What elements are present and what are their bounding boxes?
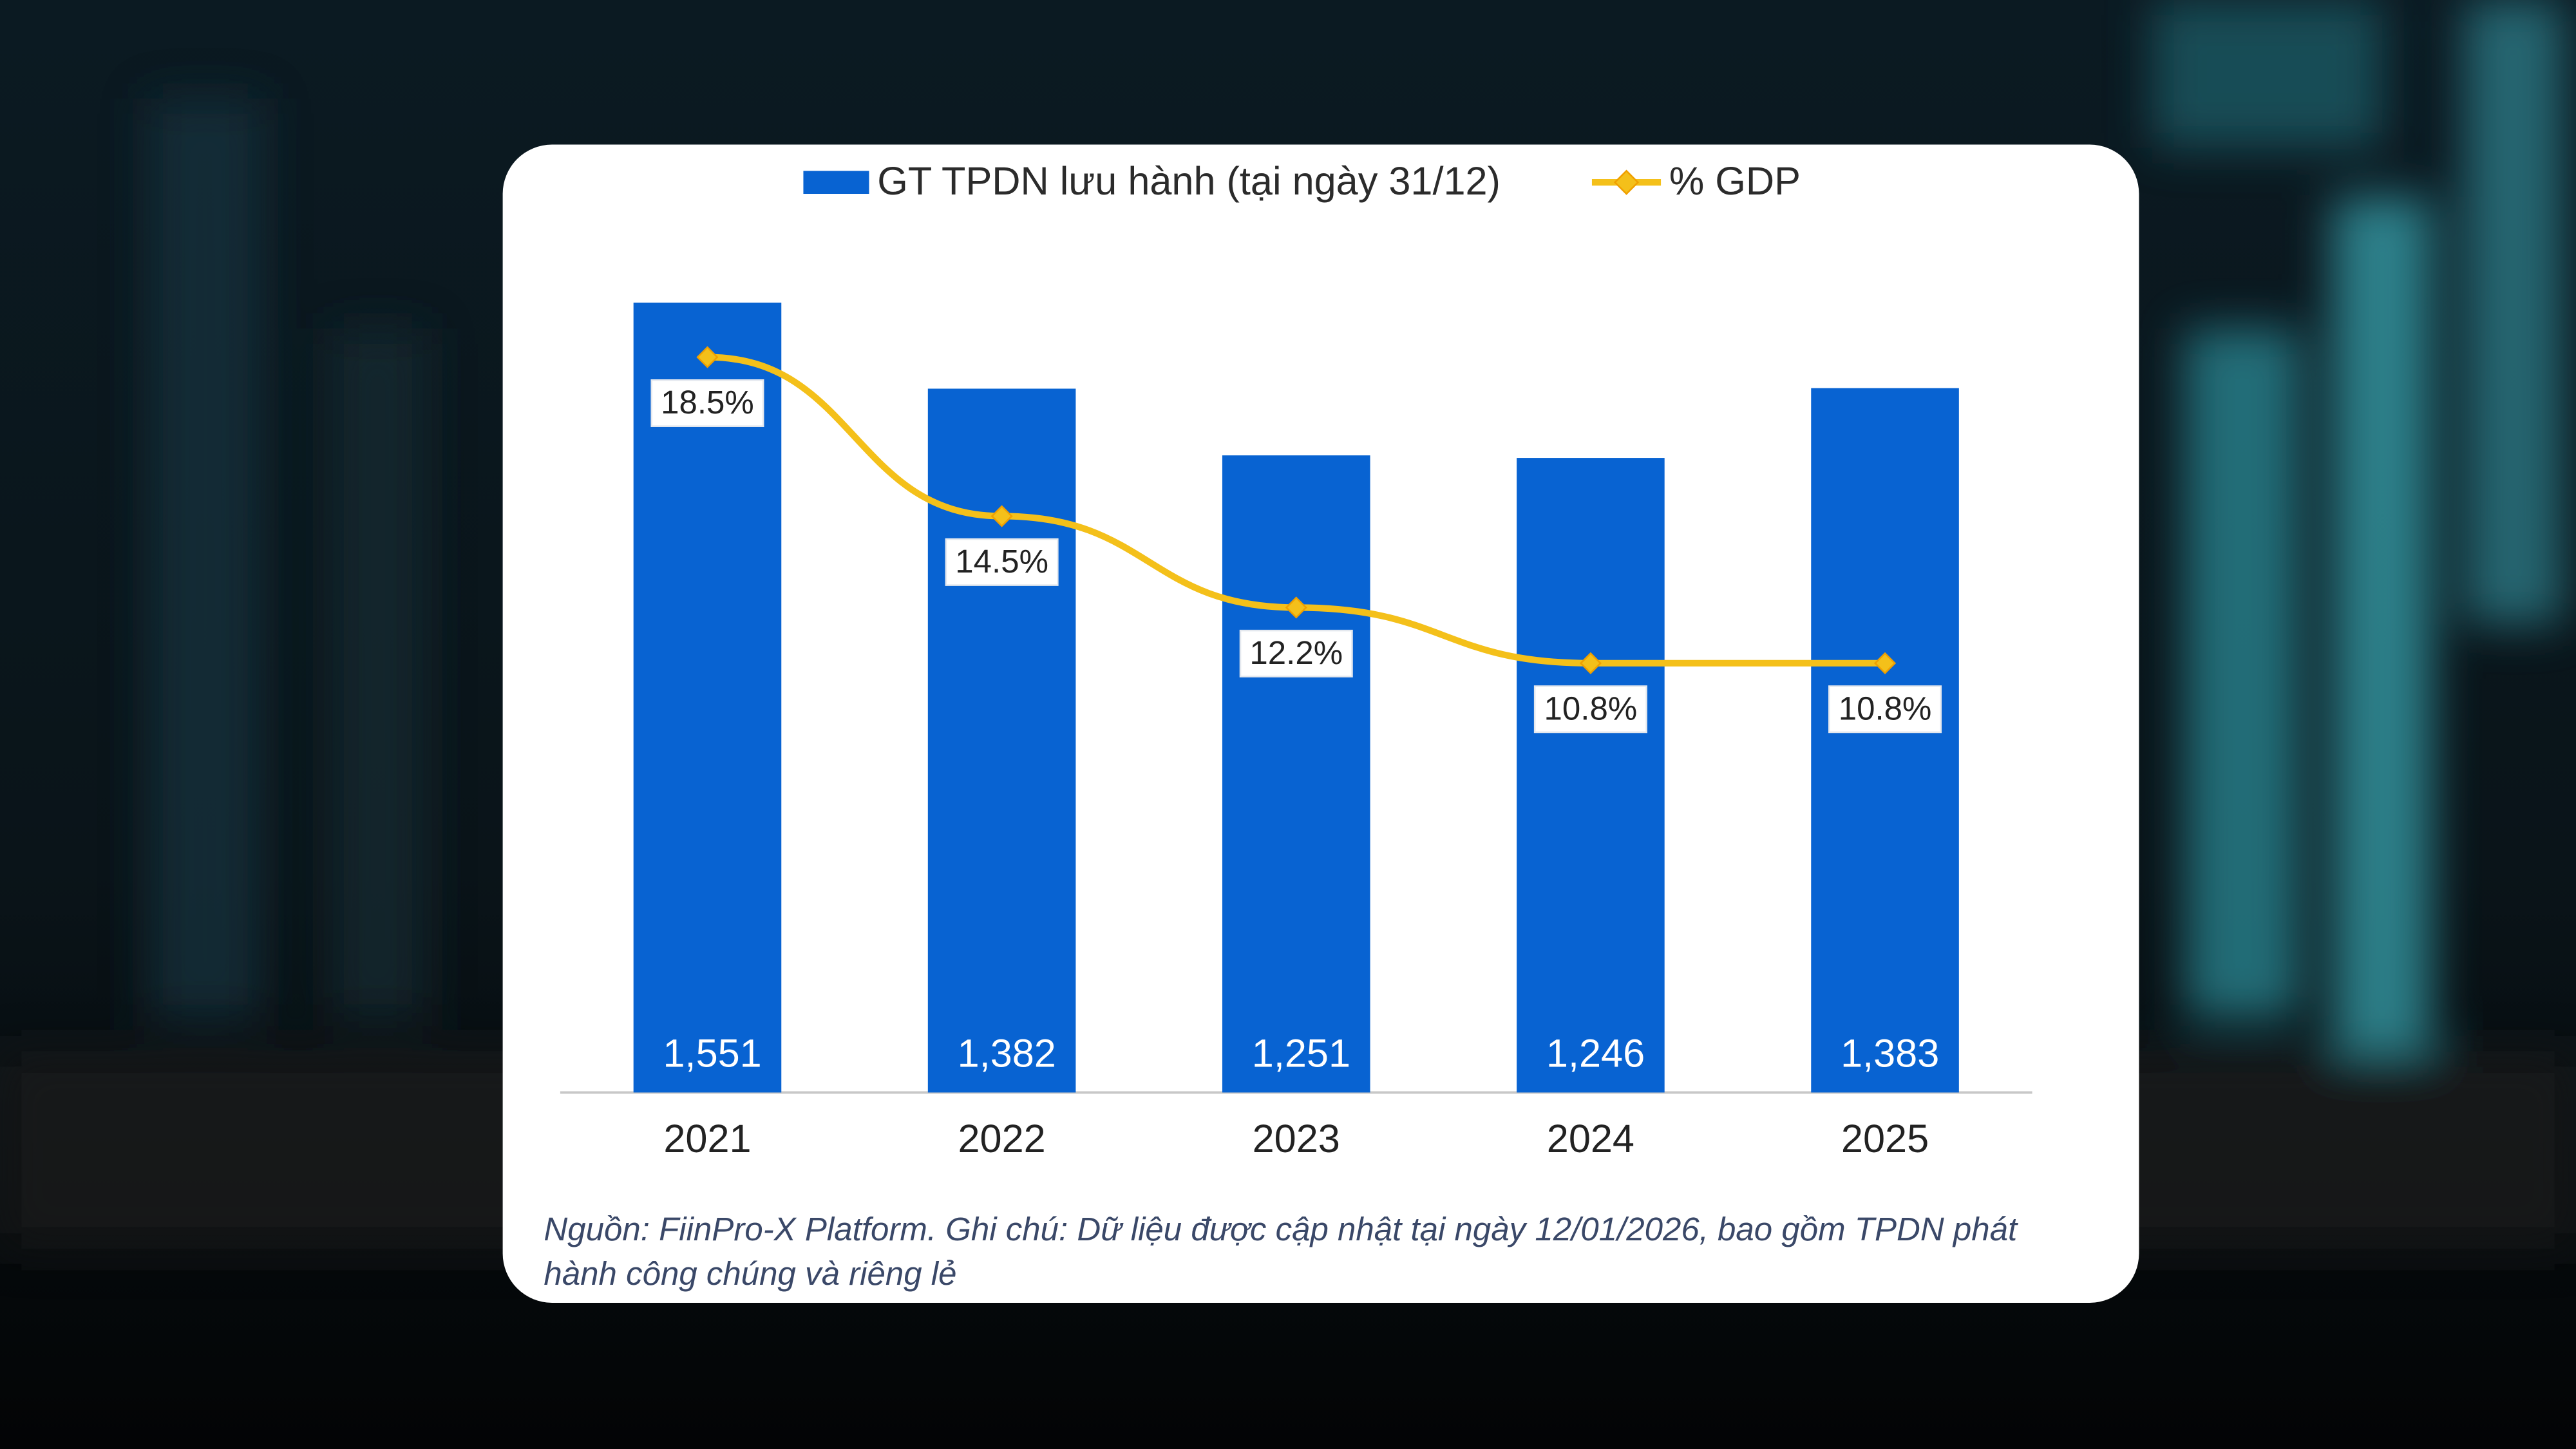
line-value-label: 12.2% <box>1249 634 1343 671</box>
bar <box>1811 388 1959 1093</box>
line <box>707 354 1886 667</box>
footnote: Nguồn: FiinPro-X Platform. Ghi chú: Dữ l… <box>544 1212 2018 1293</box>
line-marker <box>696 346 719 368</box>
value-label-box <box>650 379 764 427</box>
bar <box>633 302 782 1093</box>
bar-value-label: 1,246 <box>1546 1031 1645 1075</box>
value-label-box <box>1533 685 1647 734</box>
line-marker <box>1579 652 1602 674</box>
bar <box>927 388 1076 1093</box>
legend-label: % GDP <box>1669 159 1801 203</box>
bar-value-label: 1,551 <box>663 1031 762 1075</box>
value-label-box <box>1239 629 1353 677</box>
x-tick-label: 2025 <box>1841 1117 1929 1160</box>
bar-value-label: 1,383 <box>1841 1031 1939 1075</box>
line-value-label: 10.8% <box>1544 690 1638 726</box>
line-value-label: 18.5% <box>661 384 754 421</box>
bar <box>1222 455 1370 1093</box>
line-marker <box>1285 596 1307 619</box>
bar-value-label: 1,382 <box>958 1031 1056 1075</box>
bar <box>1517 458 1665 1093</box>
legend-swatch <box>803 171 869 194</box>
x-tick-label: 2021 <box>663 1117 751 1160</box>
bar-value-label: 1,251 <box>1252 1031 1350 1075</box>
line-marker <box>990 505 1013 527</box>
x-tick-label: 2022 <box>958 1117 1046 1160</box>
line-value-label: 10.8% <box>1839 690 1932 726</box>
legend-label: GT TPDN lưu hành (tại ngày 31/12) <box>877 159 1501 203</box>
line-value-label: 14.5% <box>955 543 1048 580</box>
legend-marker <box>1613 169 1640 195</box>
x-tick-label: 2023 <box>1253 1117 1340 1160</box>
note-box: Nguồn: FiinPro-X Platform. Ghi chú: Dữ l… <box>544 1212 2018 1293</box>
line-marker <box>1873 652 1897 674</box>
value-label-box <box>945 538 1059 586</box>
x-tick-label: 2024 <box>1547 1117 1634 1160</box>
value-label-box <box>1828 685 1942 734</box>
